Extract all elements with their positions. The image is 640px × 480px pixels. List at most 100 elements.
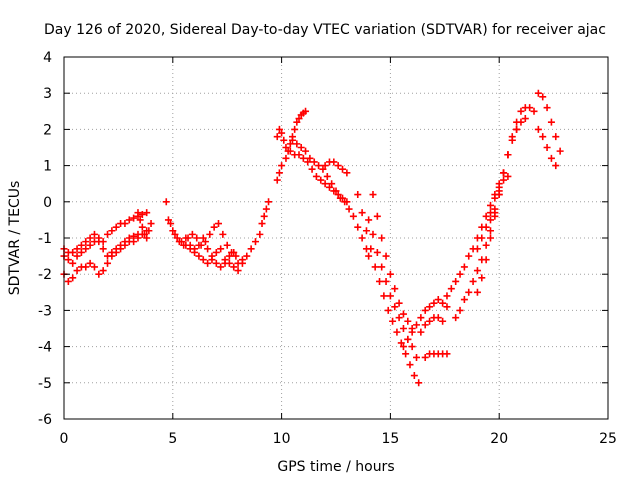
data-point	[217, 245, 225, 253]
data-point	[134, 209, 142, 217]
x-tick-label: 5	[168, 431, 177, 447]
x-tick-label: 15	[381, 431, 399, 447]
data-point	[317, 176, 325, 184]
data-point	[291, 125, 299, 133]
data-point	[395, 314, 403, 322]
data-point	[456, 306, 464, 314]
data-point	[164, 216, 172, 224]
data-point	[408, 343, 416, 351]
data-point	[399, 310, 407, 318]
data-point	[421, 321, 429, 329]
data-point	[195, 252, 203, 260]
data-point	[358, 209, 366, 217]
data-point	[286, 140, 294, 148]
data-point	[321, 180, 329, 188]
data-point	[323, 172, 331, 180]
data-point	[77, 248, 85, 256]
data-point	[547, 154, 555, 162]
data-point	[395, 299, 403, 307]
data-point	[460, 296, 468, 304]
data-point	[112, 245, 120, 253]
data-point	[234, 267, 242, 275]
data-point	[465, 252, 473, 260]
data-point	[275, 125, 283, 133]
y-tick-label: 2	[43, 122, 52, 138]
data-point	[214, 220, 222, 228]
data-point	[95, 238, 103, 246]
series-arc22	[473, 172, 512, 253]
data-point	[121, 238, 129, 246]
data-point	[336, 194, 344, 202]
data-point	[513, 125, 521, 133]
data-point	[238, 259, 246, 267]
data-point	[486, 227, 494, 235]
data-point	[369, 230, 377, 238]
data-point	[365, 252, 373, 260]
data-point	[260, 212, 268, 220]
data-point	[282, 144, 290, 151]
data-point	[280, 136, 288, 144]
data-point	[371, 263, 379, 271]
data-point	[262, 205, 270, 213]
series-arc7	[182, 234, 238, 271]
data-point	[143, 234, 151, 242]
data-point	[73, 267, 81, 275]
data-point	[341, 198, 349, 206]
data-point	[495, 187, 503, 195]
data-point	[547, 118, 555, 126]
data-point	[64, 277, 72, 285]
data-point	[273, 133, 281, 141]
data-point	[421, 306, 429, 314]
data-point	[104, 259, 112, 267]
data-point	[552, 133, 560, 141]
data-point	[482, 256, 490, 264]
data-point	[95, 270, 103, 278]
data-points	[60, 89, 564, 387]
series-arc11	[288, 136, 373, 260]
data-point	[90, 263, 98, 271]
data-point	[517, 107, 525, 115]
data-point	[486, 216, 494, 224]
data-point	[439, 299, 447, 307]
data-point	[486, 201, 494, 209]
data-point	[302, 107, 310, 115]
data-point	[389, 317, 397, 325]
data-point	[104, 230, 112, 238]
data-point	[426, 317, 434, 325]
data-point	[526, 104, 534, 112]
data-point	[378, 263, 386, 271]
data-point	[478, 274, 486, 282]
data-point	[404, 317, 412, 325]
data-point	[517, 118, 525, 126]
data-point	[367, 245, 375, 253]
series-arc9	[273, 107, 310, 184]
data-point	[452, 314, 460, 322]
x-axis-label: GPS time / hours	[277, 459, 394, 475]
data-point	[413, 353, 421, 361]
data-point	[334, 191, 342, 199]
data-point	[302, 147, 310, 155]
data-point	[299, 154, 307, 162]
data-point	[406, 361, 414, 369]
data-point	[469, 277, 477, 285]
data-point	[201, 238, 209, 246]
data-point	[265, 198, 273, 206]
data-point	[443, 303, 451, 311]
data-point	[223, 241, 231, 249]
data-point	[384, 306, 392, 314]
data-point	[417, 328, 425, 336]
data-point	[143, 209, 151, 217]
data-point	[354, 223, 362, 231]
data-point	[430, 299, 438, 307]
data-point	[217, 263, 225, 271]
series-arc13	[354, 191, 423, 387]
data-point	[556, 147, 564, 155]
data-point	[315, 162, 323, 170]
data-point	[378, 234, 386, 242]
data-point	[112, 223, 120, 231]
data-point	[426, 303, 434, 311]
data-point	[465, 288, 473, 296]
x-tick-label: 20	[490, 431, 508, 447]
data-point	[539, 93, 547, 101]
